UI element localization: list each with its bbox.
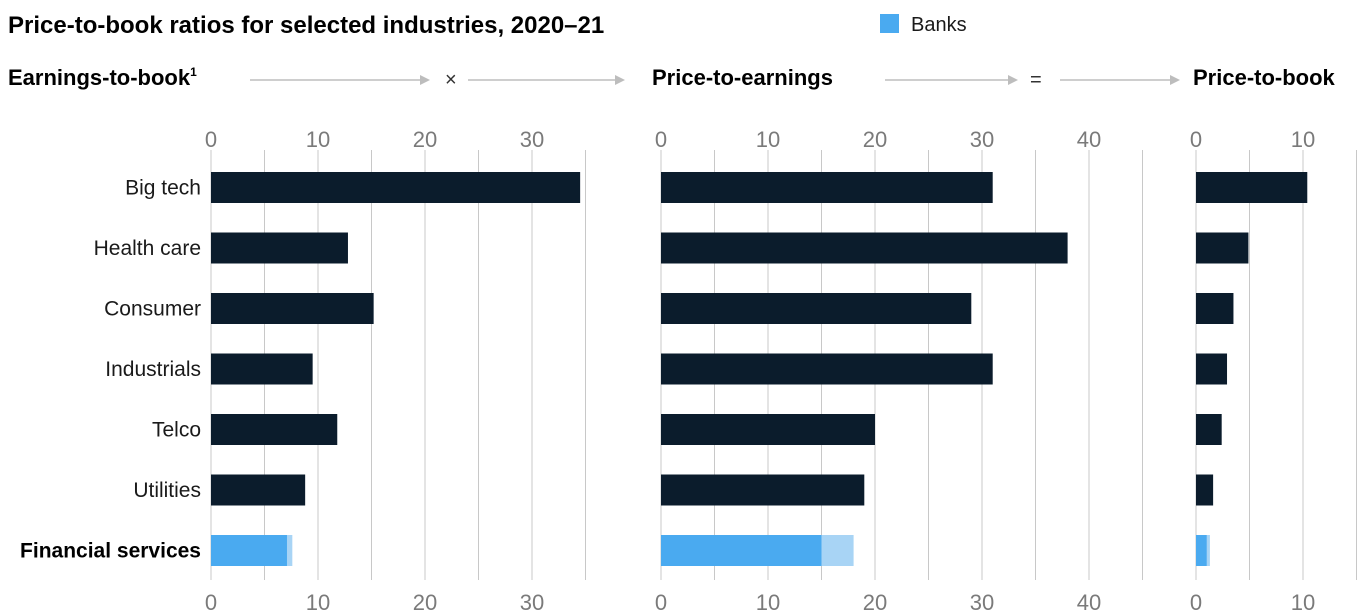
multiply-operator: × (445, 69, 457, 91)
bar-p2-1 (1196, 232, 1249, 264)
tick-bottom-p1-0: 0 (655, 590, 667, 613)
bar-banks-p1-6 (661, 535, 822, 566)
category-label-0: Big tech (125, 177, 201, 200)
tick-top-p0-1: 10 (306, 127, 330, 152)
category-label-5: Utilities (133, 479, 201, 502)
tick-bottom-p0-1: 10 (306, 590, 330, 613)
bar-p0-2 (211, 293, 374, 324)
bar-banks-p2-6 (1196, 535, 1207, 566)
arrow-head-2 (1008, 75, 1018, 85)
bar-p1-5 (661, 474, 865, 506)
bar-p0-4 (211, 414, 338, 445)
category-label-1: Health care (94, 237, 201, 260)
bar-p1-2 (661, 293, 972, 324)
panel-headers: Earnings-to-book1 × Price-to-earnings = … (8, 65, 1336, 91)
tick-top-p1-1: 10 (756, 127, 780, 152)
bar-p2-2 (1196, 293, 1234, 324)
panel-title-price-to-book: Price-to-book (1193, 65, 1336, 90)
legend: Banks (880, 14, 967, 36)
tick-top-p1-2: 20 (863, 127, 887, 152)
tick-bottom-p0-0: 0 (205, 590, 217, 613)
equals-operator: = (1030, 69, 1042, 91)
category-label-2: Consumer (104, 298, 201, 321)
tick-bottom-p0-2: 20 (413, 590, 437, 613)
tick-bottom-p2-1: 10 (1291, 590, 1315, 613)
arrow-head-1 (615, 75, 625, 85)
panel-title-price-to-earnings: Price-to-earnings (652, 65, 833, 90)
panel-title-earnings-to-book: Earnings-to-book1 (8, 65, 197, 90)
tick-bottom-p1-3: 30 (970, 590, 994, 613)
legend-label-banks: Banks (911, 14, 967, 36)
bar-p0-1 (211, 232, 348, 264)
tick-top-p1-0: 0 (655, 127, 667, 152)
tick-top-p0-2: 20 (413, 127, 437, 152)
plot-area: 0 0 10 10 20 20 30 30 0 0 10 10 20 20 30 30 40 40 0 0 10 10 Bi… (20, 127, 1357, 613)
category-label-4: Telco (152, 419, 201, 442)
bar-p2-5 (1196, 474, 1214, 506)
tick-bottom-p1-2: 20 (863, 590, 887, 613)
tick-top-p0-0: 0 (205, 127, 217, 152)
bar-p0-3 (211, 353, 313, 385)
tick-top-p0-3: 30 (520, 127, 544, 152)
chart-title: Price-to-book ratios for selected indust… (8, 12, 604, 39)
tick-top-p2-0: 0 (1190, 127, 1202, 152)
bar-p2-3 (1196, 353, 1228, 385)
category-label-3: Industrials (105, 358, 201, 381)
tick-bottom-p1-1: 10 (756, 590, 780, 613)
bar-p1-1 (661, 232, 1068, 264)
bar-p0-5 (211, 474, 306, 506)
legend-swatch-banks (880, 14, 899, 33)
tick-bottom-p1-4: 40 (1077, 590, 1101, 613)
bar-banks-p0-6 (211, 535, 287, 566)
tick-bottom-p2-0: 0 (1190, 590, 1202, 613)
tick-top-p1-3: 30 (970, 127, 994, 152)
tick-top-p1-4: 40 (1077, 127, 1101, 152)
bar-p0-0 (211, 172, 581, 203)
bar-p2-4 (1196, 414, 1222, 445)
tick-bottom-p0-3: 30 (520, 590, 544, 613)
bar-p2-0 (1196, 172, 1308, 203)
arrow-head-3 (1170, 75, 1180, 85)
bar-p1-0 (661, 172, 993, 203)
tick-top-p2-1: 10 (1291, 127, 1315, 152)
category-label-6: Financial services (20, 540, 201, 563)
bar-p1-3 (661, 353, 993, 385)
bar-p1-4 (661, 414, 875, 445)
arrow-head-0 (420, 75, 430, 85)
